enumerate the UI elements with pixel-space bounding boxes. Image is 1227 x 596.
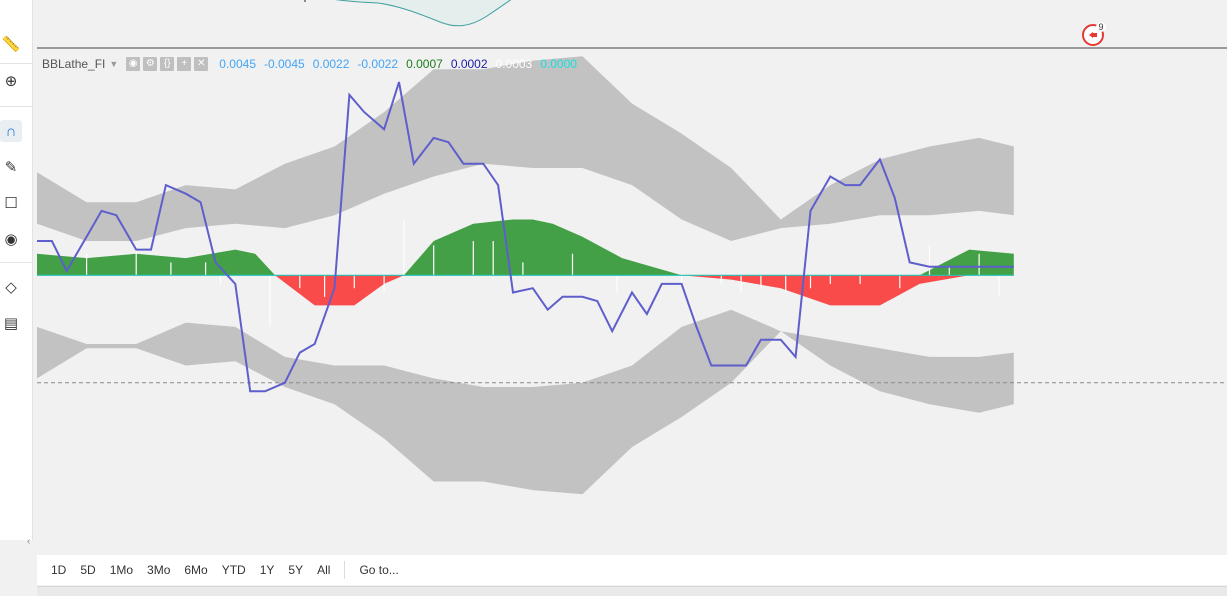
range-button-6mo[interactable]: 6Mo [184, 563, 208, 577]
range-button-1mo[interactable]: 1Mo [109, 563, 134, 577]
trash-icon[interactable]: ▤ [3, 315, 19, 332]
chart-area[interactable]: 47891011141516171821 [37, 0, 1227, 533]
bottom-panel-strip [37, 586, 1227, 596]
range-button-all[interactable]: All [317, 563, 331, 577]
legend-value-5: 0.0007 [406, 57, 443, 71]
histogram [37, 219, 1014, 306]
source-code-icon[interactable]: {} [160, 57, 175, 71]
histogram-negative [37, 275, 1014, 306]
indicator-legend: BBLathe_FI ▼ ◉ ⚙ {} + ✕ 0.0045 -0.0045 0… [42, 56, 577, 72]
indicator-name[interactable]: BBLathe_FI [42, 57, 106, 71]
toolbar-divider [0, 106, 32, 107]
goto-button[interactable]: Go to... [359, 563, 399, 577]
eye-toggle-icon[interactable]: ◉ [126, 57, 141, 71]
range-button-5d[interactable]: 5D [80, 563, 96, 577]
range-button-1y[interactable]: 1Y [259, 563, 275, 577]
add-icon[interactable]: + [177, 57, 192, 71]
layers-icon[interactable]: ◇ [5, 279, 17, 296]
range-button-3mo[interactable]: 3Mo [147, 563, 171, 577]
range-toolbar: 1D 5D 1Mo 3Mo 6Mo YTD 1Y 5Y All Go to... [37, 555, 1227, 585]
alert-badge-bg [1096, 22, 1106, 32]
alert-flag-icon [1089, 32, 1097, 38]
magnet-icon[interactable]: ∩ [0, 120, 22, 142]
legend-value-3: 0.0022 [312, 57, 350, 71]
bollinger-bands [37, 56, 1014, 495]
range-button-1d[interactable]: 1D [51, 563, 67, 577]
legend-value-4: -0.0022 [357, 57, 399, 71]
chart-canvas[interactable]: 47891011141516171821 [37, 0, 1227, 533]
upper-pane-shape [334, 0, 512, 27]
collapse-toolbar-arrow-icon[interactable]: ‹ [27, 536, 31, 547]
close-icon[interactable]: ✕ [194, 57, 209, 71]
histogram-spikes [85, 219, 1000, 327]
left-toolbar: 📏 ⊕ ∩ ✎ ☐ ◉ ◇ ▤ [0, 0, 33, 540]
zoom-in-icon[interactable]: ⊕ [4, 73, 18, 90]
lock-pencil-icon[interactable]: ✎ [4, 159, 18, 176]
legend-value-1: 0.0045 [219, 57, 256, 71]
upper-band [37, 56, 1014, 241]
legend-value-6: 0.0002 [450, 57, 488, 71]
lower-band [37, 309, 1014, 495]
histogram-positive [37, 219, 1014, 276]
range-button-5y[interactable]: 5Y [288, 563, 304, 577]
range-toolbar-divider [344, 561, 346, 579]
legend-value-8: 0.0000 [540, 57, 577, 71]
lock-icon[interactable]: ☐ [4, 195, 18, 212]
ruler-icon[interactable]: 📏 [1, 36, 21, 53]
alert-badge[interactable]: 9 [1081, 22, 1107, 46]
legend-value-2: -0.0045 [264, 57, 305, 71]
legend-value-7: 0.0003 [495, 57, 533, 71]
indicator-line [37, 81, 1014, 393]
eye-icon[interactable]: ◉ [4, 231, 18, 248]
settings-gear-icon[interactable]: ⚙ [143, 57, 158, 71]
range-button-ytd[interactable]: YTD [221, 563, 246, 577]
toolbar-divider [0, 63, 32, 64]
alert-badge-count: 9 [1098, 22, 1103, 32]
chevron-down-icon[interactable]: ▼ [109, 59, 119, 69]
toolbar-divider [0, 262, 32, 263]
